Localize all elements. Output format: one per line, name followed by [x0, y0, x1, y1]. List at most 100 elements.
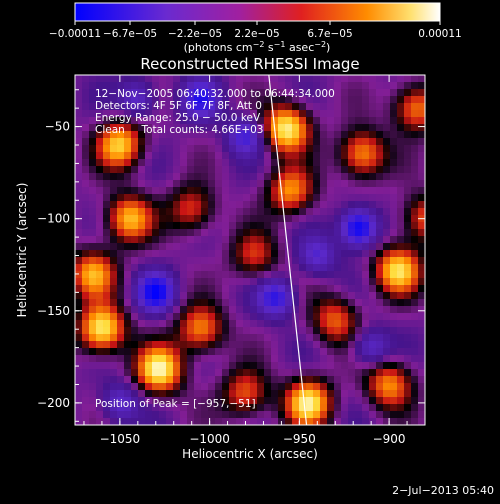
heatmap-cell [222, 313, 230, 321]
heatmap-cell [236, 117, 244, 125]
heatmap-cell [201, 222, 209, 230]
heatmap-cell [166, 320, 174, 328]
heatmap-cell [418, 390, 425, 398]
heatmap-cell [306, 173, 314, 181]
heatmap-cell [124, 278, 132, 286]
heatmap-cell [264, 327, 272, 335]
heatmap-cell [334, 187, 342, 195]
heatmap-cell [222, 103, 230, 111]
colorbar-tick-label: 0.00011 [418, 28, 461, 40]
heatmap-cell [138, 173, 146, 181]
heatmap-cell [418, 159, 425, 167]
heatmap-cell [264, 201, 272, 209]
heatmap-cell [75, 271, 83, 279]
heatmap-cell [390, 362, 398, 370]
heatmap-cell [376, 145, 384, 153]
heatmap-cell [390, 334, 398, 342]
heatmap-cell [187, 194, 195, 202]
heatmap-cell [82, 278, 90, 286]
heatmap-cell [397, 299, 405, 307]
heatmap-cell [152, 166, 160, 174]
heatmap-cell [397, 334, 405, 342]
heatmap-cell [138, 124, 146, 132]
heatmap-cell [411, 96, 419, 104]
heatmap-cell [348, 390, 356, 398]
heatmap-cell [82, 250, 90, 258]
heatmap-cell [383, 215, 391, 223]
heatmap-cell [145, 376, 153, 384]
heatmap-cell [257, 320, 265, 328]
heatmap-cell [250, 257, 258, 265]
heatmap-cell [299, 96, 307, 104]
heatmap-cell [124, 383, 132, 391]
heatmap-cell [313, 187, 321, 195]
heatmap-cell [194, 369, 202, 377]
heatmap-cell [145, 152, 153, 160]
heatmap-cell [173, 75, 181, 83]
heatmap-cell [166, 117, 174, 125]
heatmap-cell [124, 180, 132, 188]
heatmap-cell [166, 215, 174, 223]
heatmap-cell [355, 369, 363, 377]
heatmap-cell [355, 173, 363, 181]
heatmap-cell [257, 313, 265, 321]
heatmap-cell [411, 229, 419, 237]
heatmap-cell [138, 369, 146, 377]
heatmap-cell [89, 124, 97, 132]
heatmap-cell [208, 96, 216, 104]
heatmap-cell [334, 313, 342, 321]
heatmap-cell [243, 222, 251, 230]
heatmap-cell [145, 383, 153, 391]
heatmap-cell [89, 103, 97, 111]
heatmap-cell [313, 166, 321, 174]
heatmap-cell [215, 341, 223, 349]
heatmap-cell [96, 362, 104, 370]
heatmap-cell [278, 208, 286, 216]
heatmap-cell [152, 404, 160, 412]
heatmap-cell [117, 194, 125, 202]
heatmap-cell [124, 110, 132, 118]
heatmap-cell [208, 208, 216, 216]
heatmap-cell [110, 75, 118, 83]
heatmap-cell [264, 215, 272, 223]
heatmap-cell [82, 397, 90, 405]
heatmap-cell [110, 376, 118, 384]
heatmap-cell [348, 96, 356, 104]
heatmap-cell [320, 369, 328, 377]
heatmap-cell [96, 404, 104, 412]
heatmap-cell [264, 180, 272, 188]
heatmap-cell [320, 313, 328, 321]
heatmap-cell [355, 222, 363, 230]
heatmap-cell [173, 201, 181, 209]
heatmap-cell [257, 117, 265, 125]
heatmap-cell [187, 404, 195, 412]
heatmap-cell [173, 278, 181, 286]
heatmap-cell [404, 96, 412, 104]
heatmap-cell [411, 75, 419, 83]
heatmap-cell [236, 348, 244, 356]
heatmap-cell [166, 341, 174, 349]
heatmap-cell [313, 180, 321, 188]
heatmap-cell [369, 229, 377, 237]
heatmap-cell [117, 173, 125, 181]
heatmap-cell [334, 348, 342, 356]
heatmap-cell [236, 187, 244, 195]
heatmap-cell [75, 264, 83, 272]
heatmap-cell [313, 201, 321, 209]
heatmap-cell [75, 103, 83, 111]
heatmap-cell [89, 411, 97, 419]
heatmap-cell [355, 138, 363, 146]
heatmap-cell [117, 236, 125, 244]
heatmap-cell [117, 334, 125, 342]
heatmap-cell [285, 75, 293, 83]
heatmap-cell [243, 201, 251, 209]
heatmap-cell [117, 327, 125, 335]
heatmap-cell [75, 208, 83, 216]
heatmap-cell [215, 173, 223, 181]
heatmap-cell [250, 404, 258, 412]
heatmap-cell [166, 334, 174, 342]
heatmap-cell [299, 236, 307, 244]
heatmap-cell [187, 418, 195, 425]
heatmap-cell [110, 285, 118, 293]
heatmap-cell [173, 180, 181, 188]
